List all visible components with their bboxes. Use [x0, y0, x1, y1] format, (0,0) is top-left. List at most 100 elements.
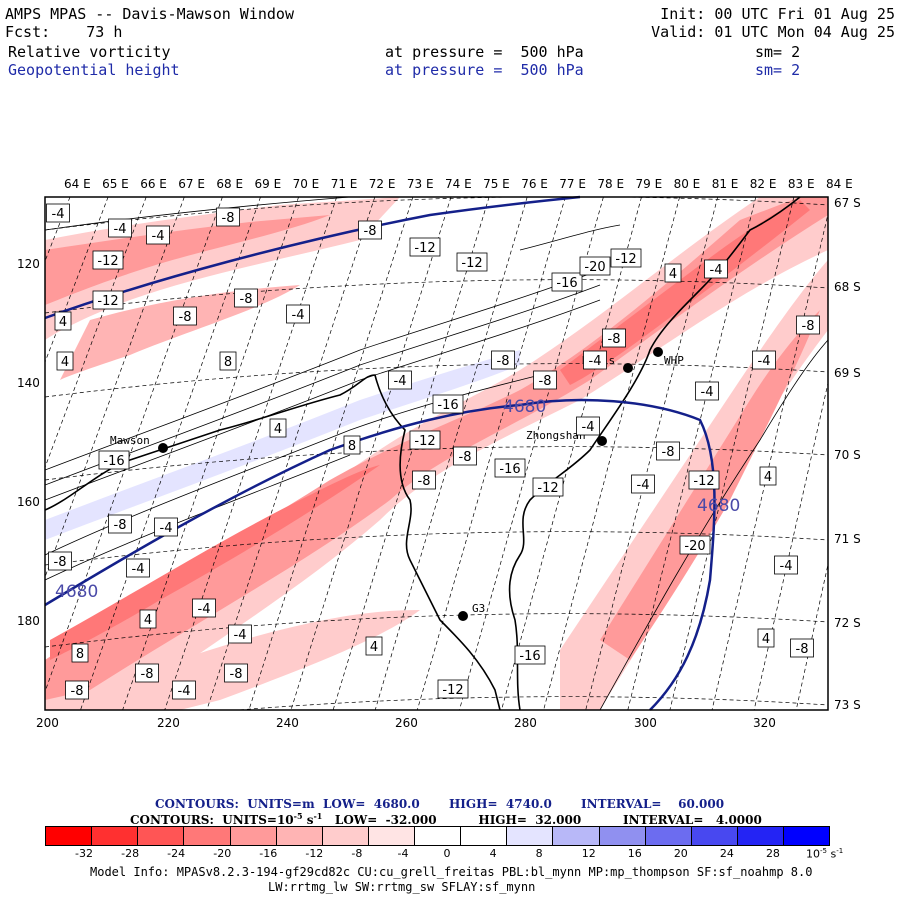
- latitude-label: 72 S: [834, 616, 861, 630]
- svg-text:-8: -8: [230, 667, 243, 682]
- longitude-label: 81 E: [711, 177, 739, 191]
- longitude-label: 64 E: [64, 177, 91, 191]
- svg-text:-4: -4: [780, 559, 793, 574]
- vorticity-label: 4: [54, 311, 72, 331]
- vorticity-label: -12: [92, 290, 124, 310]
- init-time: Init: 00 UTC Fri 01 Aug 25: [660, 5, 895, 23]
- longitude-label: 74 E: [445, 177, 472, 191]
- colorbar-label: -24: [167, 847, 186, 860]
- vorticity-label: -8: [412, 470, 436, 490]
- svg-text:-4: -4: [198, 602, 211, 617]
- vorticity-label: -12: [92, 250, 124, 270]
- longitude-label: 80 E: [673, 177, 701, 191]
- colorbar-swatch: [599, 827, 646, 845]
- svg-text:-12: -12: [615, 252, 636, 267]
- colorbar-label: 0: [443, 847, 451, 860]
- vorticity-label: -8: [796, 315, 820, 335]
- vorticity-label: -4: [388, 370, 412, 390]
- svg-text:8: 8: [76, 647, 84, 662]
- vorticity-label: -16: [494, 458, 526, 478]
- svg-text:-16: -16: [103, 454, 124, 469]
- colorbar-units: 10-5 s-1: [806, 847, 844, 861]
- positive-vorticity-streak: [45, 350, 520, 540]
- x-tick-label: 240: [276, 716, 299, 730]
- vorticity-label: -12: [409, 237, 441, 257]
- longitude-label: 67 E: [178, 177, 205, 191]
- vorticity-label: -8: [453, 446, 477, 466]
- colorbar: [45, 826, 830, 846]
- y-tick-label: 160: [17, 495, 40, 509]
- longitude-label: 83 E: [787, 177, 815, 191]
- colorbar-swatch: [276, 827, 323, 845]
- longitude-label: 78 E: [597, 177, 625, 191]
- longitude-label: 69 E: [254, 177, 282, 191]
- y-tick-label: 180: [17, 614, 40, 628]
- svg-text:-12: -12: [97, 254, 118, 269]
- colorbar-label: -20: [213, 847, 232, 860]
- vorticity-label: -12: [610, 248, 642, 268]
- colorbar-swatch: [415, 827, 462, 845]
- vorticity-label: -8: [216, 207, 240, 227]
- svg-text:-12: -12: [537, 481, 558, 496]
- svg-text:-8: -8: [179, 310, 192, 325]
- vorticity-label: -4: [154, 517, 178, 537]
- vorticity-label: -4: [146, 225, 170, 245]
- svg-text:-8: -8: [71, 684, 84, 699]
- colorbar-swatch: [507, 827, 554, 845]
- vorticity-label: 4: [757, 628, 775, 648]
- latitude-label: 67 S: [834, 196, 861, 210]
- vorticity-label: -4: [583, 350, 607, 370]
- latitude-label: 69 S: [834, 366, 861, 380]
- svg-text:-16: -16: [519, 649, 540, 664]
- vorticity-label: -8: [358, 220, 382, 240]
- svg-text:-8: -8: [114, 518, 127, 533]
- vorticity-label: -8: [65, 680, 89, 700]
- model-info-line2: LW:rrtmg_lw SW:rrtmg_sw SFLAY:sf_mynn: [268, 880, 536, 894]
- colorbar-label: 12: [581, 847, 596, 860]
- y-tick-label: 140: [17, 376, 40, 390]
- svg-text:-8: -8: [141, 667, 154, 682]
- field1-level: at pressure = 500 hPa: [385, 43, 584, 61]
- x-tick-label: 260: [395, 716, 418, 730]
- svg-text:4: 4: [764, 470, 772, 485]
- vorticity-label: -8: [108, 514, 132, 534]
- colorbar-label: -28: [121, 847, 140, 860]
- svg-text:-4: -4: [394, 374, 407, 389]
- svg-text:-8: -8: [459, 450, 472, 465]
- colorbar-swatch: [691, 827, 738, 845]
- vorticity-label: -8: [173, 306, 197, 326]
- vorticity-label: 8: [219, 351, 237, 371]
- vorticity-label: 8: [343, 435, 361, 455]
- svg-text:-12: -12: [414, 241, 435, 256]
- svg-text:-8: -8: [802, 319, 815, 334]
- height-contour-legend: CONTOURS: UNITS=m LOW= 4680.0 HIGH= 4740…: [155, 797, 725, 811]
- vorticity-label: -4: [774, 555, 798, 575]
- longitude-label: 76 E: [521, 177, 548, 191]
- colorbar-label: 24: [719, 847, 734, 860]
- station-g3-dot: [458, 611, 468, 621]
- vorticity-label: 8: [71, 643, 89, 663]
- vorticity-label: -4: [46, 203, 70, 223]
- vorticity-label: -12: [688, 470, 720, 490]
- svg-text:-8: -8: [608, 332, 621, 347]
- colorbar-swatch: [322, 827, 369, 845]
- colorbar-swatch: [553, 827, 600, 845]
- colorbar-swatch: [784, 827, 830, 845]
- svg-text:-4: -4: [758, 354, 771, 369]
- vorticity-label: -12: [437, 679, 469, 699]
- svg-text:-8: -8: [662, 445, 675, 460]
- vorticity-label: -8: [602, 328, 626, 348]
- vorticity-label: -4: [631, 474, 655, 494]
- svg-text:8: 8: [348, 439, 356, 454]
- station-name: Zhongshan: [526, 429, 586, 442]
- colorbar-swatch: [737, 827, 784, 845]
- vorticity-label: -20: [579, 256, 611, 276]
- colorbar-swatch: [46, 827, 93, 845]
- svg-text:-20: -20: [584, 260, 605, 275]
- field2-level: at pressure = 500 hPa: [385, 61, 584, 79]
- station-name: WHP: [664, 354, 684, 367]
- station-mawson-dot: [158, 443, 168, 453]
- colorbar-label: -4: [397, 847, 409, 860]
- svg-text:4: 4: [144, 613, 152, 628]
- svg-text:-8: -8: [54, 555, 67, 570]
